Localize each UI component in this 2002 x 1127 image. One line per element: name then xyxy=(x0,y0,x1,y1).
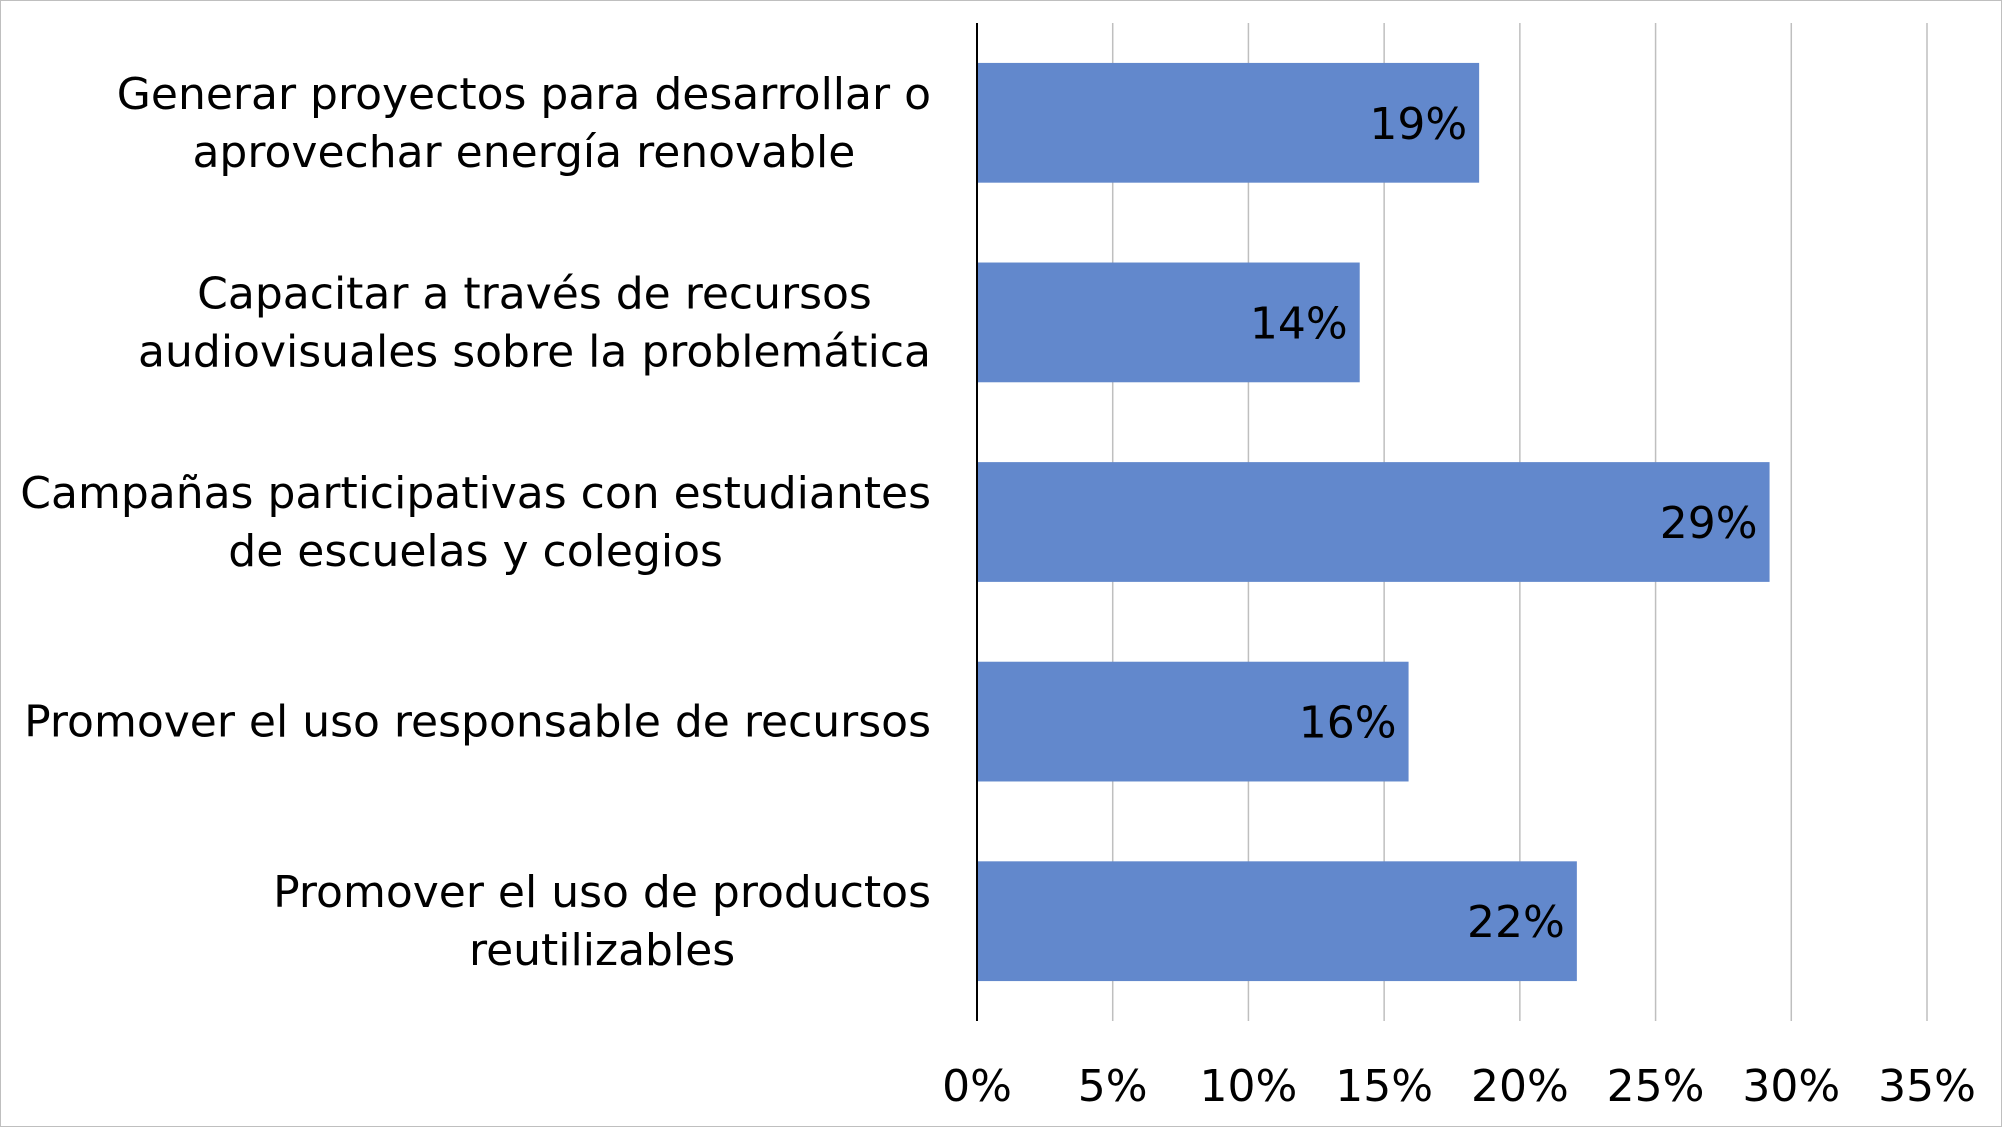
category-labels: Generar proyectos para desarrollar o apro… xyxy=(20,69,931,976)
data-label: 29% xyxy=(1660,498,1758,549)
category-label: Promover el uso de productos reutilizable… xyxy=(273,867,931,976)
category-label: Promover el uso responsable de recursos xyxy=(24,697,931,748)
x-tick-label: 5% xyxy=(1078,1061,1148,1112)
x-tick-label: 10% xyxy=(1200,1061,1298,1112)
x-tick-labels: 0% 5% 10% 15% 20% 25% 30% 35% xyxy=(942,1061,1976,1112)
x-tick-label: 35% xyxy=(1878,1061,1976,1112)
data-labels: 19% 14% 29% 16% 22% xyxy=(1250,99,1758,948)
data-label: 14% xyxy=(1250,298,1348,349)
category-label: Generar proyectos para desarrollar o apro… xyxy=(117,69,931,178)
bars xyxy=(977,62,1770,982)
bar xyxy=(977,861,1577,982)
bar xyxy=(977,462,1770,582)
data-label: 22% xyxy=(1467,897,1565,948)
x-tick-label: 15% xyxy=(1335,1061,1433,1112)
category-label: Capacitar a través de recursos audiovisua… xyxy=(138,268,931,377)
x-tick-label: 25% xyxy=(1607,1061,1705,1112)
x-tick-label: 30% xyxy=(1742,1061,1840,1112)
x-tick-label: 20% xyxy=(1471,1061,1569,1112)
bar xyxy=(977,262,1360,383)
x-tick-label: 0% xyxy=(942,1061,1012,1112)
bar xyxy=(977,62,1480,183)
data-label: 16% xyxy=(1299,698,1397,749)
bar xyxy=(977,661,1409,782)
data-label: 19% xyxy=(1369,99,1467,150)
category-label: Campañas participativas con estudiantes d… xyxy=(20,468,931,577)
